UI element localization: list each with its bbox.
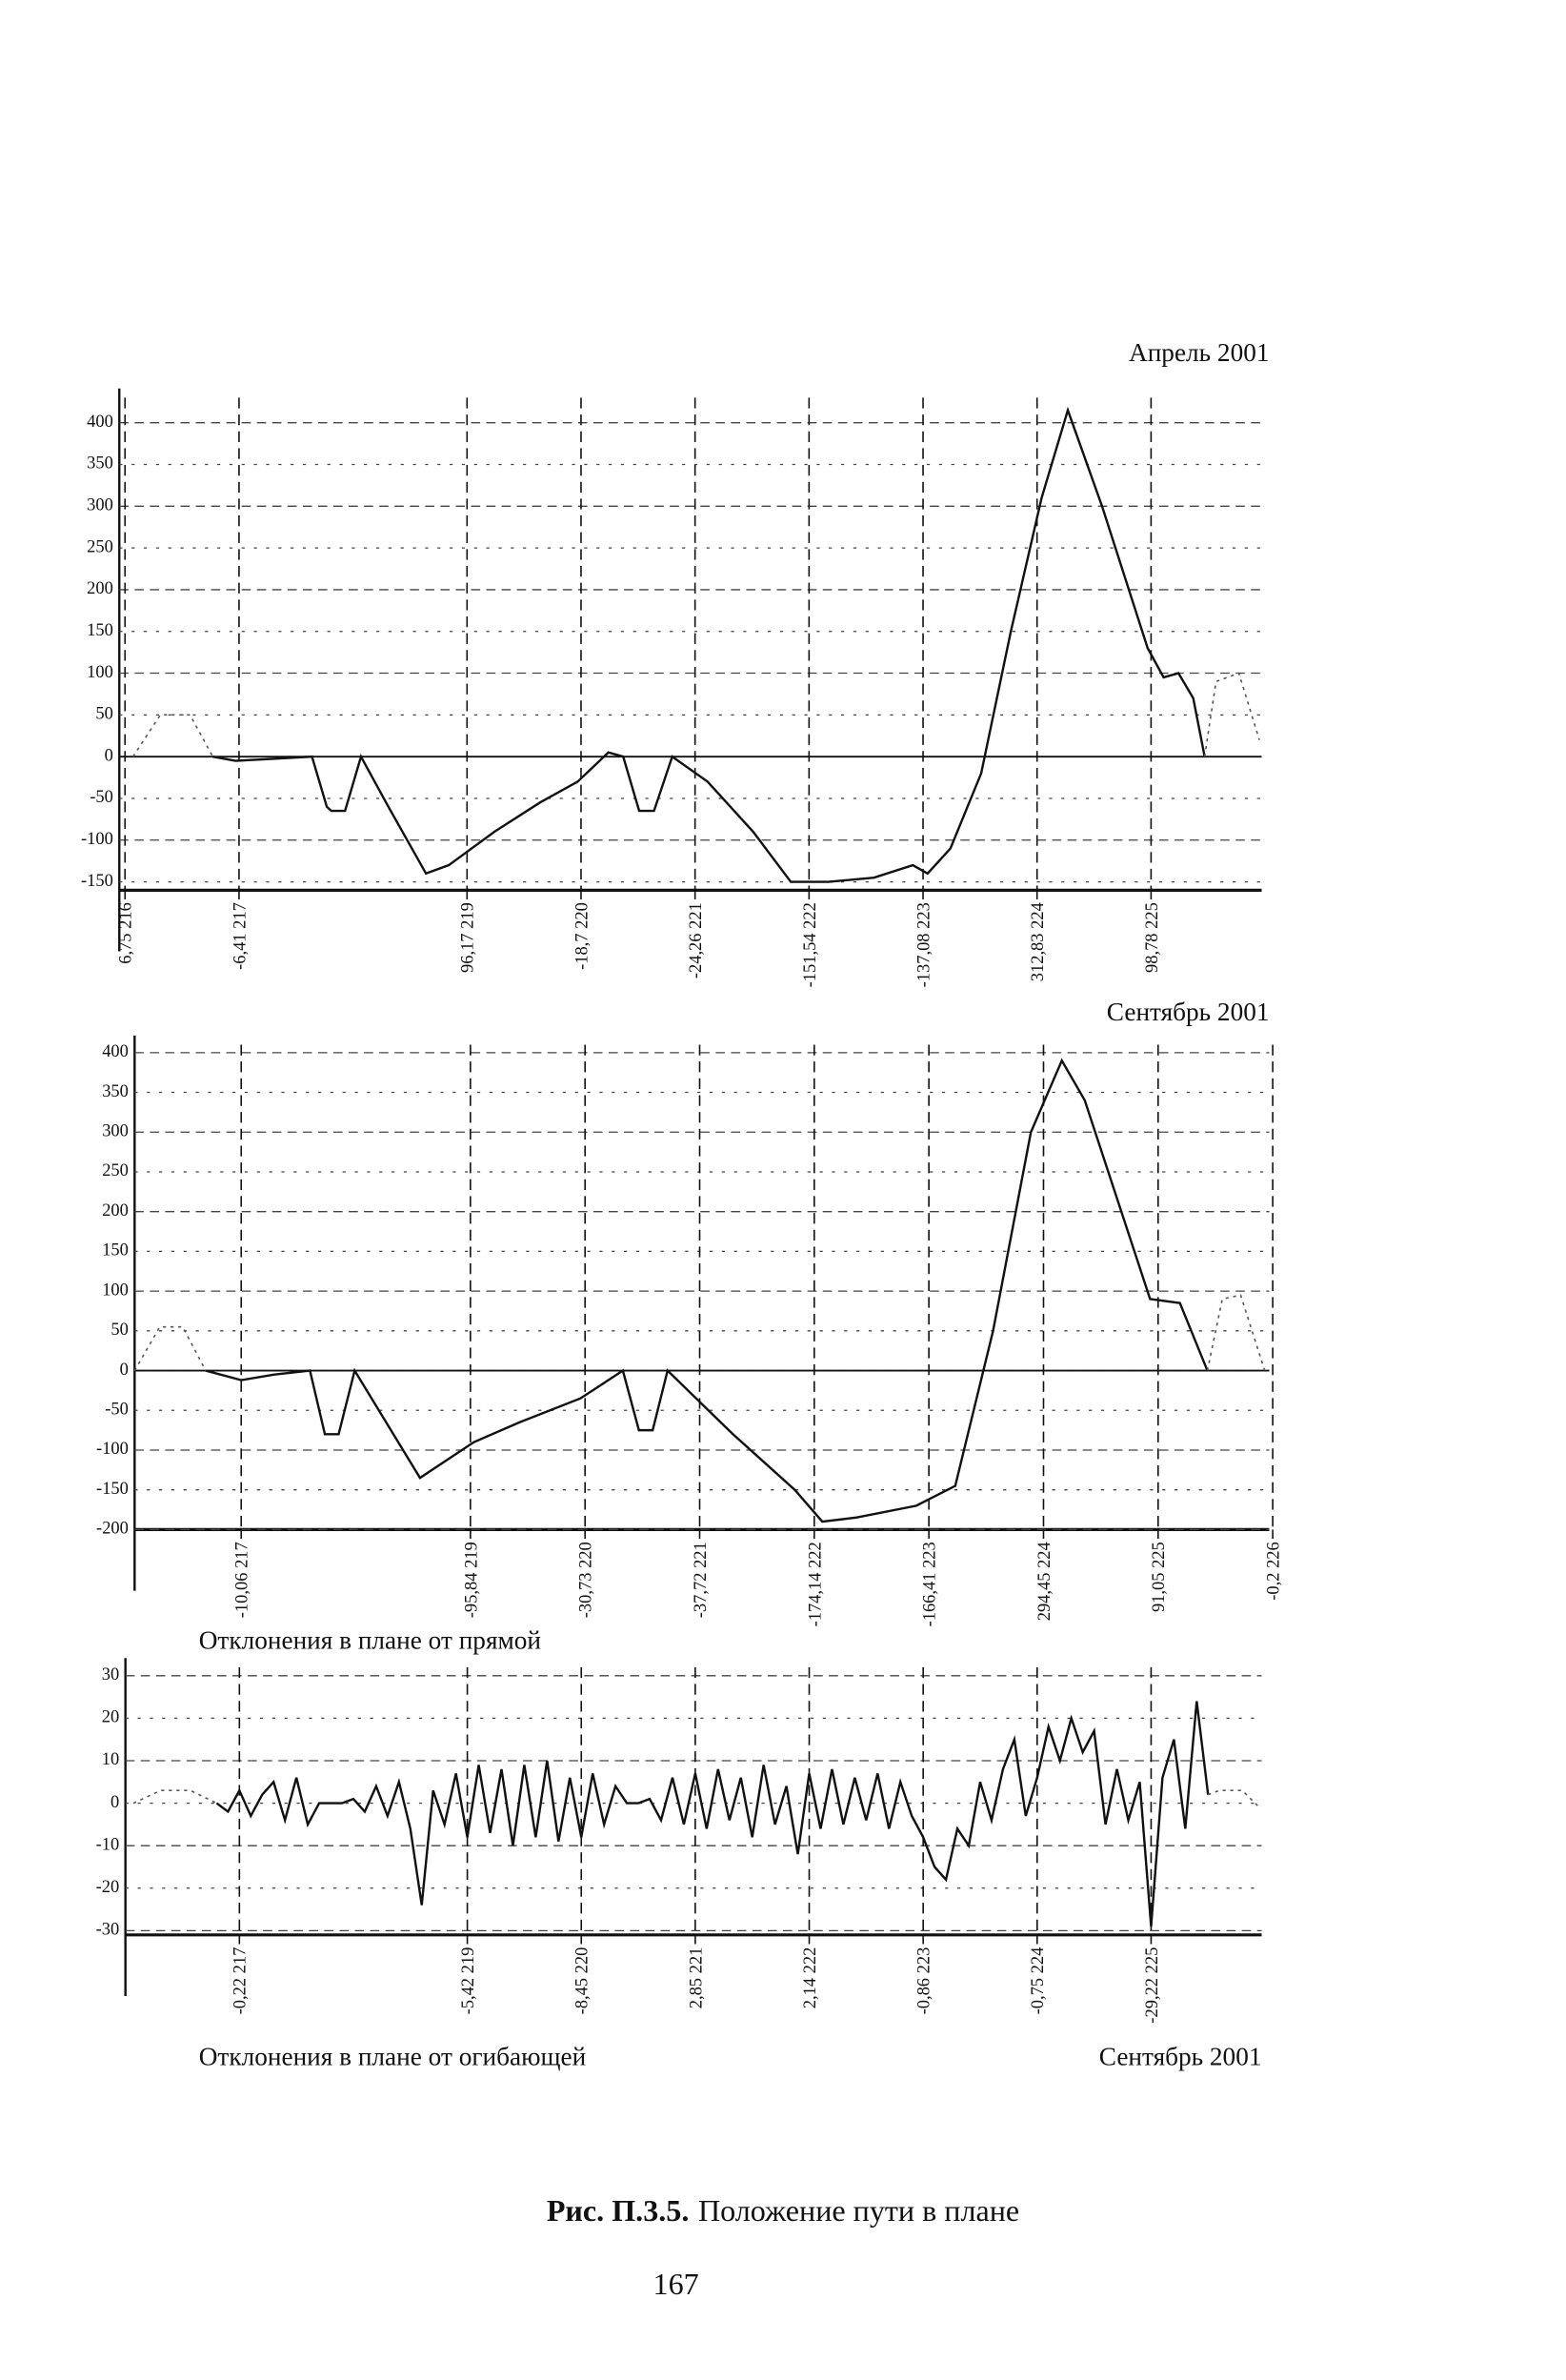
x-tick-label: -137,08 223 — [914, 902, 933, 987]
x-tick-label: -5,42 219 — [458, 1947, 477, 2015]
y-tick-label: 10 — [102, 1749, 119, 1768]
y-tick-label: -50 — [105, 1399, 129, 1418]
y-tick-label: 200 — [87, 578, 113, 597]
y-tick-label: 100 — [102, 1280, 129, 1299]
x-tick-label: 91,05 225 — [1149, 1542, 1168, 1612]
y-tick-label: 200 — [102, 1200, 129, 1220]
x-tick-label: -10,06 217 — [232, 1542, 251, 1618]
y-tick-label: 50 — [110, 1320, 128, 1339]
y-tick-label: 300 — [87, 495, 113, 514]
x-tick-label: -24,26 221 — [686, 902, 705, 978]
y-tick-label: 100 — [87, 662, 113, 681]
y-tick-label: 30 — [102, 1664, 119, 1684]
y-tick-label: 0 — [105, 745, 113, 764]
y-tick-label: -100 — [96, 1439, 129, 1458]
y-tick-label: 50 — [95, 704, 112, 723]
x-tick-label: 2,14 222 — [800, 1947, 819, 2009]
x-axis-label: Отклонения в плане от прямой — [199, 1626, 541, 1655]
data-line — [131, 672, 1260, 757]
y-tick-label: 150 — [102, 1240, 129, 1260]
caption-label: Рис. П.3.5. — [547, 2193, 690, 2228]
data-line — [212, 406, 1206, 883]
x-tick-label: -0,86 223 — [914, 1947, 934, 2015]
y-tick-label: -150 — [81, 871, 113, 890]
chart-title: Сентябрь 2001 — [1107, 998, 1270, 1026]
y-tick-label: 350 — [102, 1081, 129, 1100]
y-tick-label: 250 — [87, 536, 113, 555]
y-tick-label: -20 — [96, 1877, 120, 1896]
y-tick-label: 20 — [102, 1707, 119, 1726]
caption-text: Положение пути в плане — [698, 2193, 1019, 2228]
y-tick-label: 150 — [87, 620, 113, 639]
x-tick-label: 2,85 221 — [686, 1947, 705, 2009]
x-tick-label: -37,72 221 — [691, 1542, 710, 1618]
y-tick-label: 300 — [102, 1120, 129, 1140]
x-tick-label: -0,75 224 — [1028, 1947, 1047, 2015]
x-tick-label: 98,78 225 — [1142, 902, 1161, 973]
y-tick-label: -50 — [90, 787, 113, 806]
x-tick-label: -0,2 226 — [1264, 1542, 1283, 1601]
data-line — [132, 1789, 1260, 1808]
y-tick-label: 400 — [87, 412, 113, 431]
x-tick-label: -29,22 225 — [1142, 1947, 1161, 2024]
y-tick-label: -10 — [96, 1834, 120, 1853]
y-tick-label: -100 — [81, 829, 113, 848]
x-axis-label: Отклонения в плане от огибающей — [199, 2042, 587, 2070]
y-tick-label: 0 — [110, 1792, 119, 1811]
y-tick-label: 350 — [87, 454, 113, 473]
x-tick-label: -6,41 217 — [230, 902, 249, 970]
chart-title: Сентябрь 2001 — [1099, 2042, 1262, 2070]
data-line — [205, 1058, 1209, 1523]
x-tick-label: -8,45 220 — [572, 1947, 592, 2015]
x-tick-label: 294,45 224 — [1034, 1542, 1054, 1621]
x-tick-label: -0,22 217 — [231, 1947, 250, 2015]
y-tick-label: 0 — [120, 1360, 129, 1379]
x-tick-label: -95,84 219 — [461, 1542, 480, 1618]
y-tick-label: 250 — [102, 1160, 129, 1180]
x-tick-label: -151,54 222 — [800, 902, 819, 987]
x-tick-label: 312,83 224 — [1028, 902, 1047, 981]
chart-title: Апрель 2001 — [1129, 338, 1270, 367]
x-tick-label: 96,17 219 — [458, 902, 477, 973]
y-tick-label: 400 — [102, 1041, 129, 1060]
x-tick-label: -174,14 222 — [805, 1542, 824, 1626]
data-line — [133, 1294, 1266, 1371]
x-tick-label: -166,41 223 — [920, 1542, 939, 1626]
y-tick-label: -30 — [96, 1920, 120, 1939]
x-tick-label: -18,7 220 — [572, 902, 591, 970]
figure-caption: Рис. П.3.5. Положение пути в плане — [547, 2193, 1019, 2228]
y-tick-label: -150 — [96, 1479, 129, 1498]
x-tick-label: 6,75 216 — [116, 902, 135, 964]
data-line — [215, 1701, 1210, 1926]
y-tick-label: -200 — [96, 1519, 129, 1538]
page-number: 167 — [653, 2267, 699, 2301]
x-tick-label: -30,73 220 — [576, 1542, 595, 1618]
